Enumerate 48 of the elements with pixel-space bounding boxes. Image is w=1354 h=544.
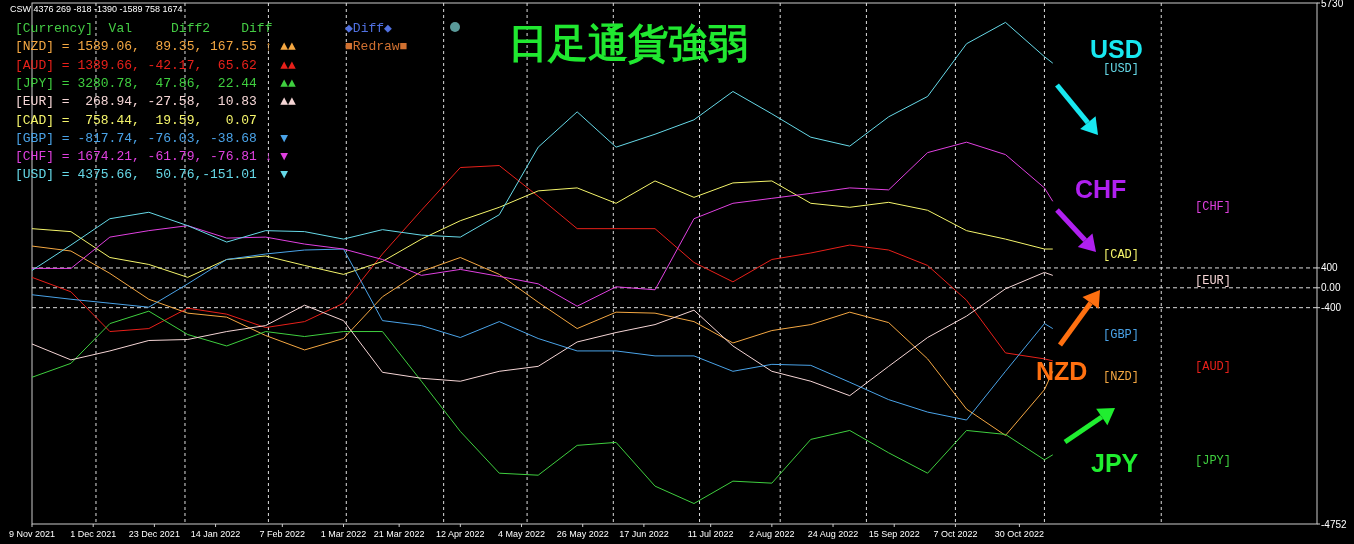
annotation: CHF — [1075, 175, 1127, 203]
x-tick-label: 1 Mar 2022 — [320, 529, 367, 539]
annotation: ■Redraw■ — [345, 39, 408, 54]
y-tick-label: 0.00 — [1321, 282, 1341, 294]
x-tick-label: 30 Oct 2022 — [994, 529, 1044, 539]
x-tick-label: 9 Nov 2021 — [8, 529, 56, 539]
x-tick-label: 4 May 2022 — [498, 529, 546, 539]
annotation: [GBP] = -817.74, -76.03, -38.68 ▼ — [15, 130, 289, 146]
y-tick-label: -400 — [1321, 302, 1342, 314]
text: [JPY] — [1195, 453, 1232, 468]
annotation: [JPY] = 3280.78, 47.86, 22.44 ▲▲ — [15, 75, 297, 91]
x-tick-label: 11 Jul 2022 — [687, 529, 734, 539]
text: [CAD] — [1103, 248, 1140, 263]
text: [EUR] — [1195, 274, 1232, 289]
x-tick-label: 14 Jan 2022 — [190, 529, 241, 539]
annotation: [CAD] = 758.44, 19.59, 0.07 — [15, 112, 257, 128]
annotation: NZD — [1036, 357, 1088, 385]
text: [AUD] — [1195, 359, 1232, 374]
x-tick-label: 15 Sep 2022 — [868, 529, 920, 539]
x-tick-label: 24 Aug 2022 — [807, 529, 859, 539]
annotation: USD — [1090, 35, 1143, 63]
annotation: [AUD] = 1389.66, -42.17, 65.62 ▲▲ — [15, 57, 297, 73]
y-tick-label: 400 — [1321, 262, 1339, 274]
annotation: [NZD] = 1589.06, 89.35, 167.55 ↑ ▲▲ — [15, 39, 297, 55]
y-tick-label: -4752 — [1321, 518, 1348, 530]
x-tick-label: 2 Aug 2022 — [749, 529, 795, 539]
x-tick-label: 7 Feb 2022 — [259, 529, 306, 539]
annotation: CSW 4376 269 -818 -1390 -1589 758 1674 — [10, 4, 183, 14]
text: [NZD] — [1103, 370, 1140, 385]
annotation: [EUR] = 268.94, -27.58, 10.83 ▲▲ — [15, 94, 297, 110]
text: [CHF] — [1195, 200, 1232, 215]
annotation: [Currency] Val Diff2 Diff — [15, 21, 273, 36]
text: [GBP] — [1103, 327, 1140, 342]
annotation: JPY — [1091, 449, 1139, 477]
chart-title: 日足通貨強弱 — [508, 20, 748, 66]
x-tick-label: 17 Jun 2022 — [619, 529, 669, 539]
text: [USD] — [1103, 62, 1140, 77]
x-tick-label: 26 May 2022 — [556, 529, 609, 539]
y-tick-label: 5730 — [1321, 0, 1344, 9]
annotation: [USD] = 4375.66, 50.76,-151.01 ▼ — [15, 167, 289, 183]
x-tick-label: 1 Dec 2021 — [70, 529, 117, 539]
annotation: [CHF] = 1674.21, -61.79, -76.81 ↓ ▼ — [15, 149, 289, 165]
line-series — [31, 180, 1054, 278]
annotation: ◆Diff◆ — [345, 21, 393, 36]
x-tick-label: 12 Apr 2022 — [436, 529, 485, 539]
x-tick-label: 23 Dec 2021 — [128, 529, 180, 539]
x-tick-label: 7 Oct 2022 — [933, 529, 978, 539]
x-tick-label: 21 Mar 2022 — [373, 529, 425, 539]
